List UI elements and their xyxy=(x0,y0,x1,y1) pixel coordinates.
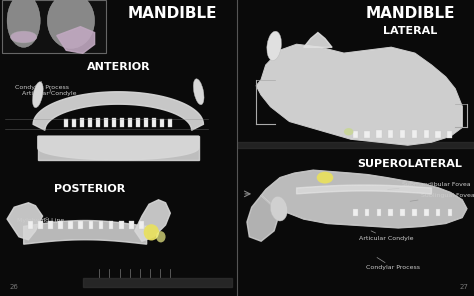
Polygon shape xyxy=(57,27,95,53)
Bar xyxy=(109,221,113,229)
Ellipse shape xyxy=(317,172,333,184)
Bar xyxy=(376,130,382,138)
Ellipse shape xyxy=(47,0,95,48)
Polygon shape xyxy=(304,33,332,47)
Bar xyxy=(376,209,381,216)
Bar xyxy=(48,221,53,229)
Bar xyxy=(412,209,417,216)
Bar xyxy=(68,221,73,229)
Bar xyxy=(152,118,156,127)
Bar xyxy=(353,209,357,216)
Polygon shape xyxy=(297,185,431,194)
Text: Sublingual Fovea: Sublingual Fovea xyxy=(410,193,474,201)
Bar xyxy=(64,119,68,127)
Text: Condylar Process: Condylar Process xyxy=(15,81,69,90)
Polygon shape xyxy=(24,221,146,244)
Bar xyxy=(58,221,63,229)
Text: SUPEROLATERAL: SUPEROLATERAL xyxy=(358,159,463,169)
Bar xyxy=(412,130,417,138)
Bar xyxy=(400,130,405,138)
Bar xyxy=(78,221,83,229)
Bar xyxy=(96,118,100,127)
Bar xyxy=(120,118,124,127)
Bar xyxy=(388,130,393,138)
Polygon shape xyxy=(7,203,43,240)
Text: Mylohyoid Line: Mylohyoid Line xyxy=(17,218,64,223)
Text: Condylar Process: Condylar Process xyxy=(366,258,420,270)
Bar xyxy=(424,130,429,138)
Text: ANTERIOR: ANTERIOR xyxy=(86,62,150,72)
Polygon shape xyxy=(237,142,474,148)
Bar xyxy=(119,221,124,229)
Ellipse shape xyxy=(270,196,287,221)
Bar xyxy=(80,118,84,127)
Bar xyxy=(139,221,144,229)
Ellipse shape xyxy=(267,31,282,61)
Polygon shape xyxy=(38,136,199,160)
Bar xyxy=(424,209,428,216)
Bar xyxy=(104,118,108,127)
Bar xyxy=(168,119,172,127)
Ellipse shape xyxy=(344,128,354,135)
Polygon shape xyxy=(135,200,170,241)
Text: Articular Condyle: Articular Condyle xyxy=(22,89,77,96)
Ellipse shape xyxy=(10,31,37,43)
Bar xyxy=(72,119,76,127)
Bar xyxy=(89,221,93,229)
Text: MANDIBLE: MANDIBLE xyxy=(128,6,218,21)
Bar xyxy=(447,131,453,138)
Bar xyxy=(136,118,140,127)
Bar xyxy=(144,118,148,127)
Bar xyxy=(365,131,370,138)
Polygon shape xyxy=(83,278,232,287)
Text: LATERAL: LATERAL xyxy=(383,26,437,36)
Ellipse shape xyxy=(7,0,40,47)
Ellipse shape xyxy=(144,224,159,240)
Text: Submandibular Fovea: Submandibular Fovea xyxy=(388,183,471,189)
Text: 26: 26 xyxy=(9,284,18,289)
Bar xyxy=(388,209,393,216)
Bar xyxy=(129,221,134,229)
Text: POSTERIOR: POSTERIOR xyxy=(54,184,126,194)
Bar xyxy=(400,209,405,216)
Polygon shape xyxy=(33,92,203,130)
Text: MANDIBLE: MANDIBLE xyxy=(365,6,455,21)
Polygon shape xyxy=(38,136,199,160)
Bar xyxy=(160,119,164,127)
Bar xyxy=(28,221,33,229)
Ellipse shape xyxy=(193,79,204,105)
Bar xyxy=(38,221,43,229)
Bar xyxy=(353,131,358,138)
Bar xyxy=(365,209,369,216)
Ellipse shape xyxy=(156,231,165,242)
Text: Articular Condyle: Articular Condyle xyxy=(359,231,414,241)
Polygon shape xyxy=(247,195,280,241)
Bar xyxy=(112,118,116,127)
Bar xyxy=(128,118,132,127)
Polygon shape xyxy=(256,44,462,145)
Bar xyxy=(447,209,452,216)
Bar xyxy=(436,131,441,138)
Bar xyxy=(2,0,107,53)
Ellipse shape xyxy=(33,82,43,108)
Text: 27: 27 xyxy=(460,284,469,289)
Bar xyxy=(99,221,103,229)
Polygon shape xyxy=(261,170,467,228)
Bar xyxy=(88,118,92,127)
Bar xyxy=(436,209,440,216)
